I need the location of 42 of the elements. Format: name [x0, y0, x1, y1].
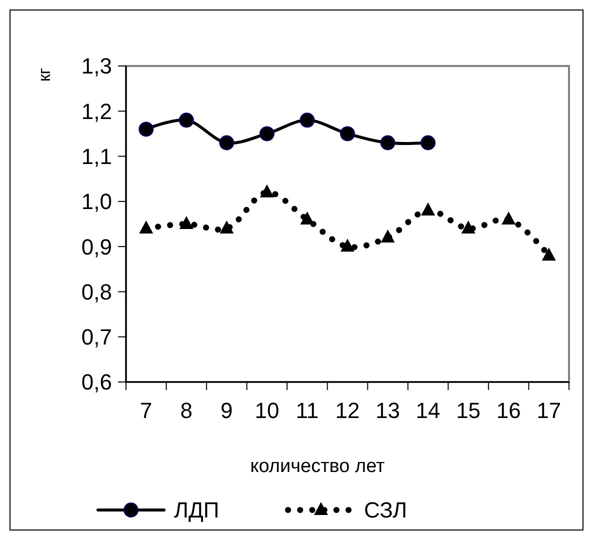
- point: [420, 135, 436, 150]
- point: [138, 122, 154, 137]
- x-tick-label: 9: [220, 398, 233, 423]
- point: [461, 220, 476, 234]
- y-tick-label: 0,8: [81, 279, 112, 304]
- point: [139, 220, 154, 234]
- x-tick-label: 13: [376, 398, 400, 423]
- y-tick-label: 1,3: [81, 54, 112, 79]
- x-tick-label: 17: [536, 398, 562, 423]
- point: [260, 184, 274, 198]
- x-tick-label: 14: [416, 398, 440, 423]
- x-tick-label: 7: [140, 398, 152, 423]
- point: [380, 230, 395, 243]
- point: [542, 248, 556, 261]
- y-tick-label: 1,0: [81, 189, 112, 214]
- point: [340, 126, 355, 142]
- legend-label: СЗЛ: [364, 498, 408, 523]
- y-tick-label: 0,7: [81, 324, 112, 350]
- point: [502, 211, 516, 224]
- x-tick-label: 16: [496, 398, 521, 423]
- y-tick-label: 0,6: [81, 370, 112, 395]
- point: [220, 220, 234, 234]
- y-tick-label: 1,2: [81, 98, 112, 124]
- y-axis-title: кг: [34, 68, 54, 82]
- point: [340, 238, 354, 252]
- point: [421, 202, 436, 216]
- point: [380, 135, 396, 150]
- x-tick-label: 11: [296, 398, 319, 423]
- x-axis-title: количество лет: [250, 456, 386, 477]
- point: [178, 112, 194, 128]
- x-tick-label: 8: [180, 398, 193, 423]
- point: [300, 211, 314, 224]
- point: [179, 216, 194, 229]
- legend-label: ЛДП: [174, 498, 220, 523]
- point: [219, 135, 234, 150]
- y-tick-label: 0,9: [81, 234, 112, 260]
- x-tick-label: 10: [254, 398, 280, 423]
- x-tick-label: 15: [456, 398, 481, 423]
- x-tick-label: 12: [335, 398, 360, 423]
- point: [259, 126, 274, 142]
- point: [300, 112, 315, 128]
- y-tick-label: 1,1: [81, 144, 112, 169]
